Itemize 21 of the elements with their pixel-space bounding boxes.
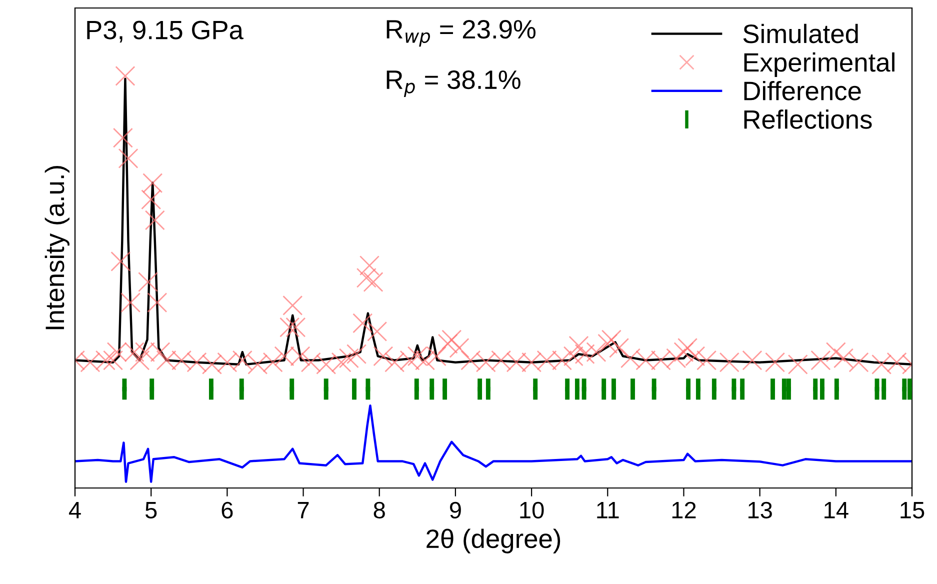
text: P3, 9.15 GPa xyxy=(87,20,244,42)
x-tick-label: 8 xyxy=(374,502,385,519)
legend-label: Experimental xyxy=(744,52,894,77)
x-tick-label: 5 xyxy=(145,502,157,519)
legend-label: Simulated xyxy=(743,24,858,44)
annotation: R$_{p}$ = 38.1% xyxy=(386,70,520,97)
legend-label: Difference xyxy=(744,80,861,100)
x-tick-label: 13 xyxy=(748,502,772,519)
y-axis-title: Intensity (a.u.) xyxy=(44,166,70,330)
x-tick-label: 6 xyxy=(222,502,233,519)
x-tick-label: 15 xyxy=(900,502,924,519)
x-tick-label: 10 xyxy=(520,502,544,519)
x-tick-label: 7 xyxy=(298,502,309,518)
x-tick-label: 12 xyxy=(672,502,696,518)
x-tick-label: 4 xyxy=(68,502,81,518)
x-tick-label: 9 xyxy=(450,502,461,519)
x-axis-title: 2θ (degree) xyxy=(426,528,560,554)
text: R$_{wp}$ = 23.9% xyxy=(386,20,536,47)
x-tick-label: 14 xyxy=(824,502,848,518)
legend-label: Reflections xyxy=(744,110,872,129)
x-tick-label: 11 xyxy=(597,502,619,518)
